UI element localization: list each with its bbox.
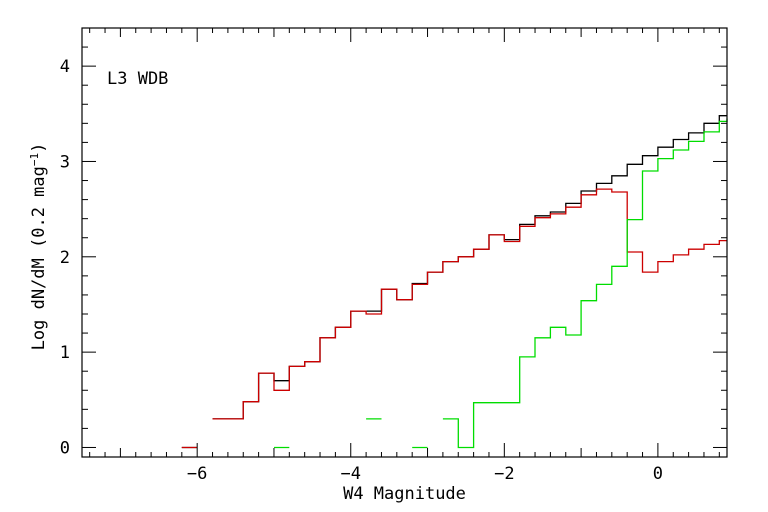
- x-tick-label: 0: [653, 464, 663, 484]
- y-tick-label: 2: [60, 248, 70, 268]
- axis-ticks: −6 −4 −2 0 0 1 2 3 4: [60, 27, 727, 484]
- y-tick-label: 3: [60, 152, 70, 172]
- series-layer: [181, 115, 728, 449]
- y-axis-label: Log dN/dM (0.2 mag−1): [28, 143, 50, 351]
- y-axis-label-superscript: −1: [28, 153, 41, 166]
- y-tick-label: 0: [60, 438, 70, 458]
- x-tick-label: −2: [494, 464, 514, 484]
- plot-frame: [81, 27, 728, 458]
- series-line-2: [181, 188, 727, 449]
- y-tick-label: 1: [60, 343, 70, 363]
- x-axis-label: W4 Magnitude: [343, 484, 466, 504]
- series-line-3: [274, 118, 728, 449]
- chart-annotation: L3 WDB: [107, 69, 168, 89]
- x-tick-label: −4: [341, 464, 361, 484]
- series-line-1: [181, 115, 727, 449]
- y-axis-label-end: ): [29, 143, 49, 153]
- x-tick-label: −6: [187, 464, 207, 484]
- y-tick-label: 4: [60, 57, 70, 77]
- y-axis-label-main: Log dN/dM (0.2 mag: [29, 166, 49, 350]
